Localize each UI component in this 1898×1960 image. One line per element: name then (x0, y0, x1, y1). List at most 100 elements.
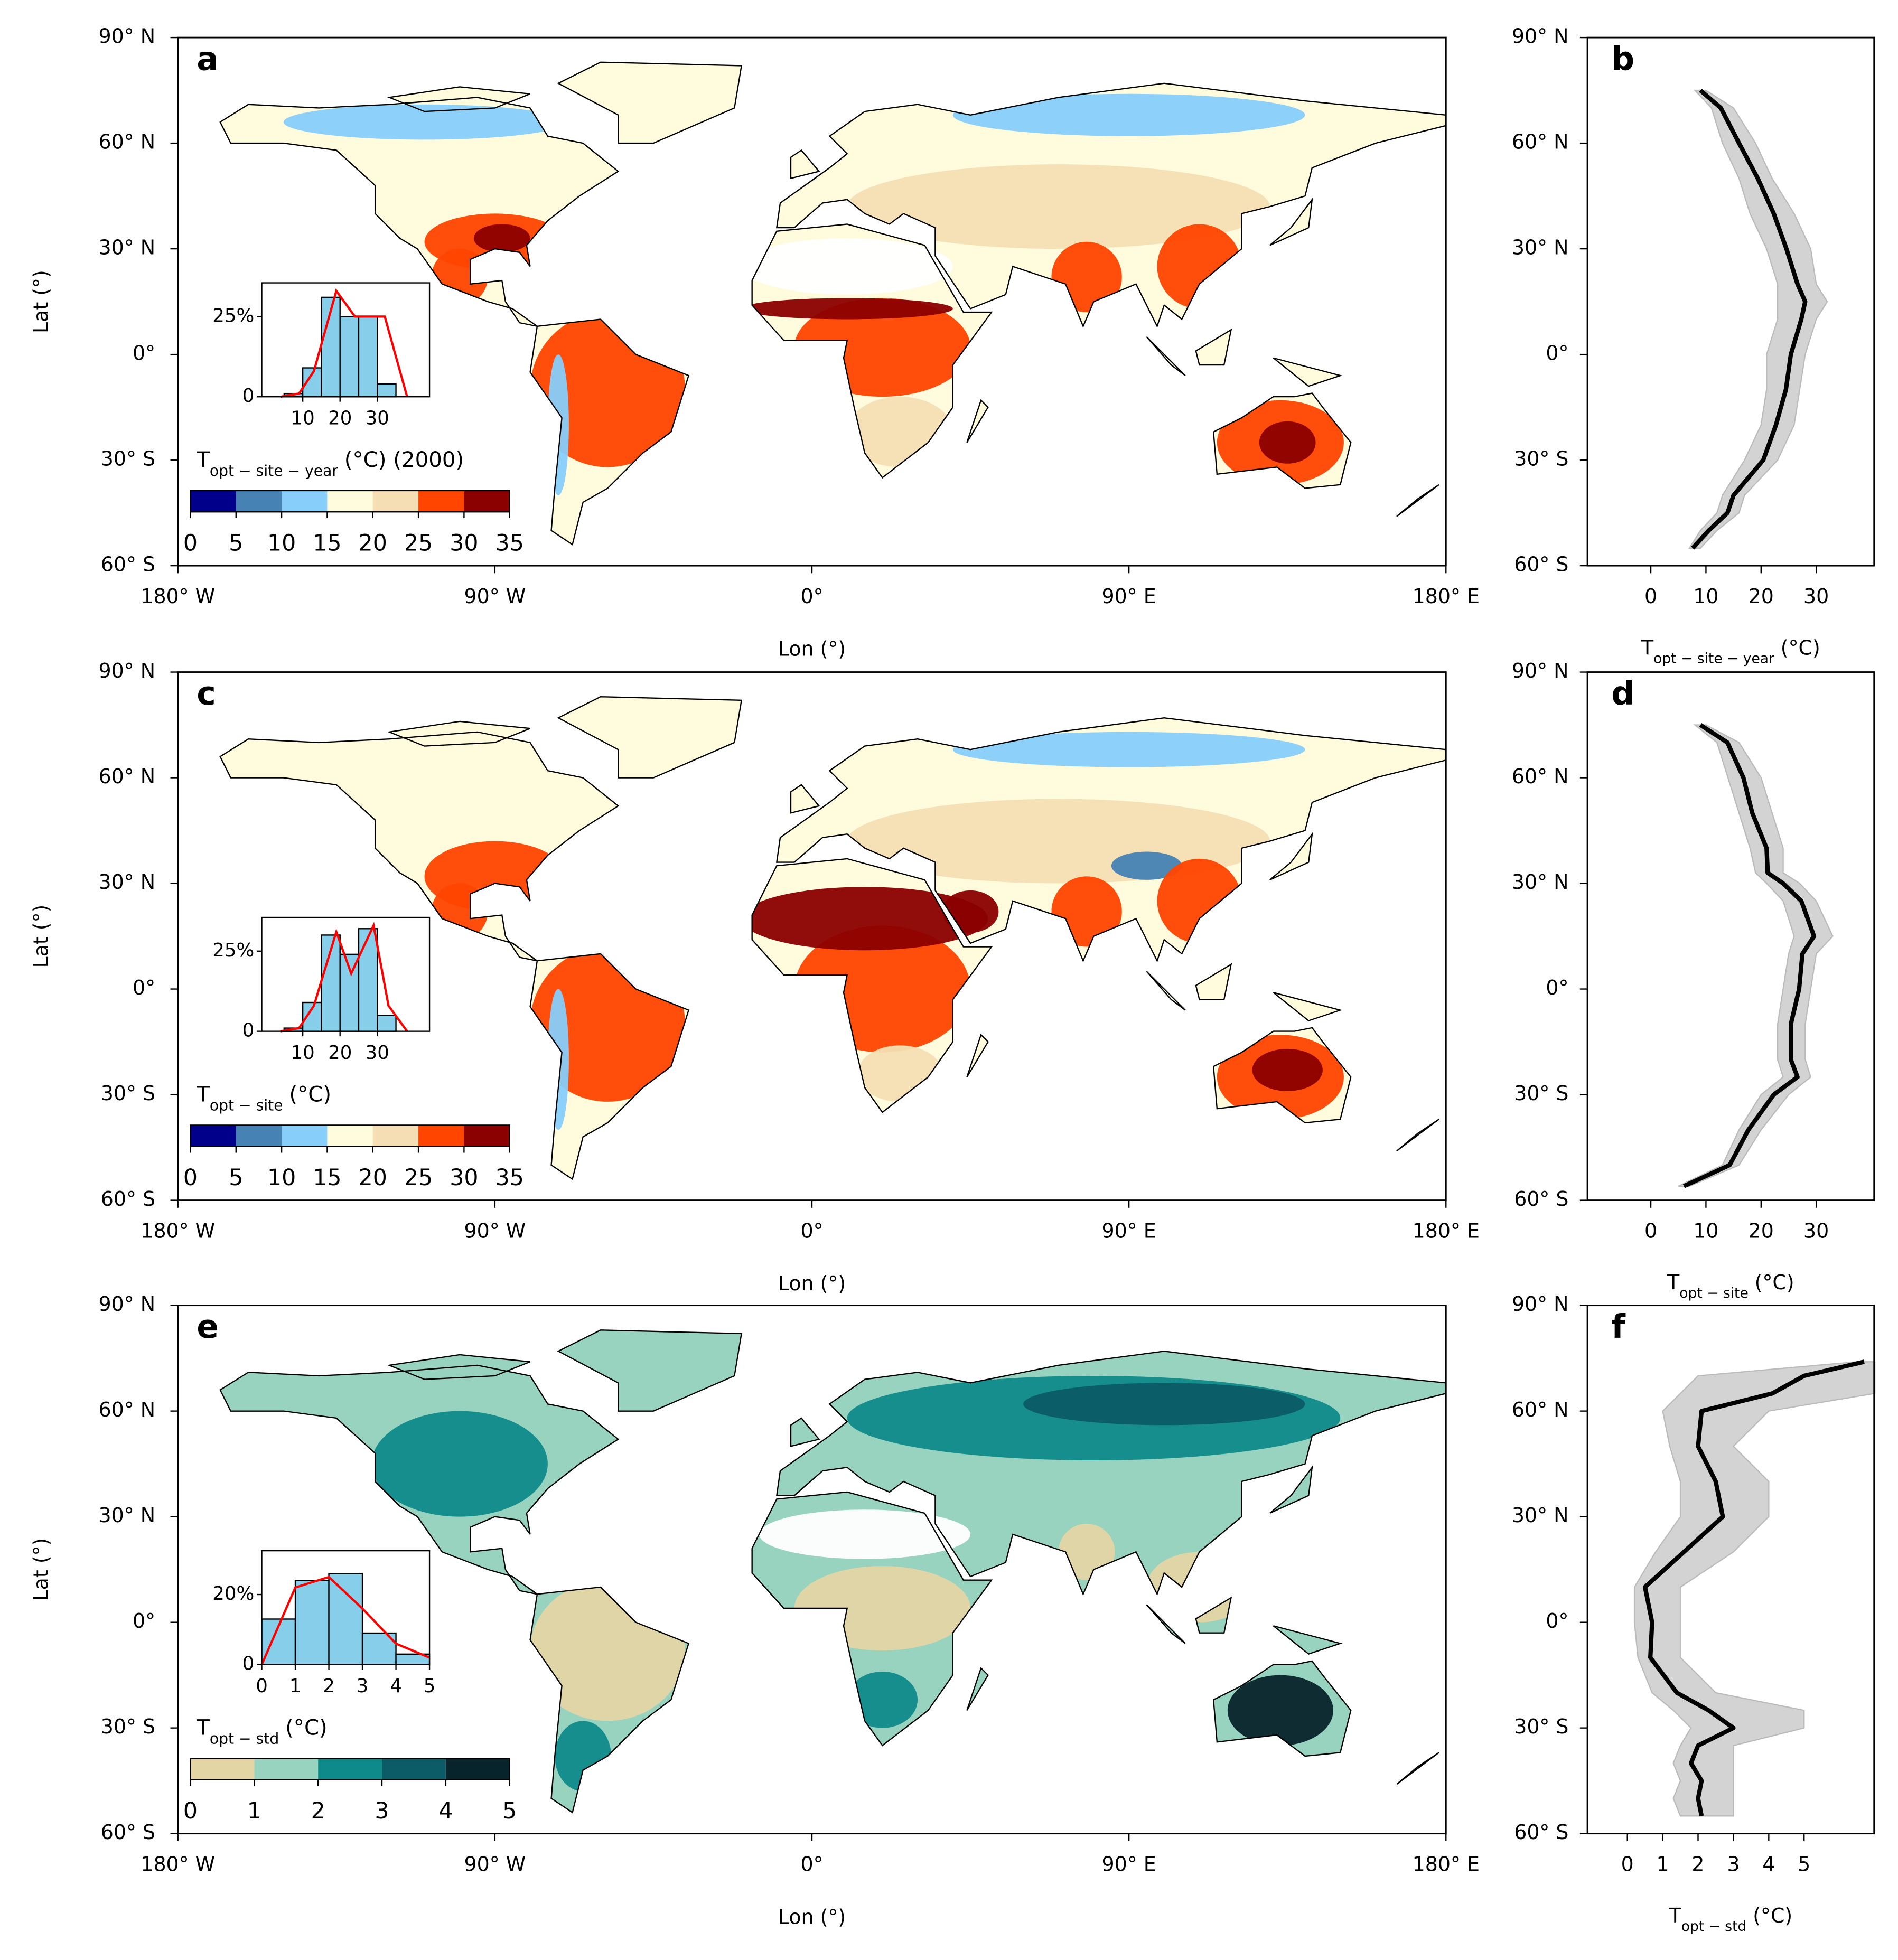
y-tick-label: 60° S (1514, 1821, 1568, 1844)
y-tick-label: 0° (133, 342, 155, 365)
y-tick-label: 60° N (1512, 130, 1569, 154)
histogram-bar (358, 316, 378, 398)
y-tick-label: 90° N (98, 1292, 155, 1316)
axis-label: Topt − std (°C) (196, 1715, 327, 1747)
panel-label: a (197, 40, 219, 78)
land-region (371, 1411, 548, 1517)
label-symbol: T (1669, 1904, 1682, 1927)
colorbar-segment (282, 1125, 328, 1147)
inset-line (280, 288, 408, 398)
coastline (387, 720, 531, 747)
x-tick-label: 180° W (141, 1220, 215, 1243)
y-tick-label: 60° S (101, 1821, 155, 1844)
land-region (847, 164, 1270, 249)
profile-plot (1678, 723, 1834, 1188)
y-tick-label: 0° (133, 976, 155, 999)
colorbar-tick-label: 5 (229, 1165, 243, 1191)
label-subscript: opt − std (210, 1730, 279, 1747)
label-suffix: (°C) (1753, 1904, 1792, 1927)
y-tick-label: 30° N (1512, 870, 1569, 894)
histogram-bar (358, 928, 378, 1032)
colorbar-tick-label: 25 (404, 1165, 433, 1191)
colorbar-tick-label: 20 (359, 1165, 387, 1191)
colorbar-tick-label: 15 (313, 530, 341, 557)
panel-label: f (1611, 1308, 1626, 1346)
x-axis-label: Lon (°) (778, 1272, 846, 1295)
label-symbol: T (196, 1082, 210, 1106)
y-tick-label: 30° S (1514, 1715, 1568, 1738)
land-region (847, 1671, 918, 1728)
coastline (557, 1329, 743, 1412)
colorbar-frame (190, 1124, 510, 1147)
inset-x-tick-label: 4 (390, 1675, 402, 1697)
y-tick-label: 30° S (101, 447, 155, 471)
land-region (741, 298, 953, 320)
colorbar-tick-label: 30 (450, 530, 478, 557)
colorbar-segment (418, 490, 464, 512)
y-tick-label: 30° N (1512, 1504, 1569, 1527)
colorbar-segment (236, 1125, 282, 1147)
y-tick-label: 60° S (1514, 553, 1568, 576)
y-tick-label: 60° S (1514, 1187, 1568, 1211)
y-tick-label: 0° (1546, 1609, 1568, 1633)
x-tick-label: 180° E (1413, 585, 1480, 608)
coastline (751, 1491, 993, 1747)
x-tick-label: 20 (1749, 1220, 1774, 1243)
inset-line (260, 1575, 430, 1665)
axes-frame (1586, 671, 1875, 1201)
x-tick-label: 0° (800, 585, 823, 608)
label-symbol: T (196, 1715, 210, 1740)
y-tick-label: 90° N (98, 25, 155, 48)
colorbar-frame (190, 490, 510, 513)
coastline (219, 731, 620, 962)
coastline (1396, 1752, 1439, 1785)
y-tick-label: 90° N (1512, 1292, 1569, 1316)
x-tick-label: 180° E (1413, 1853, 1480, 1876)
coastline (966, 1667, 989, 1711)
land-region (1227, 1675, 1333, 1746)
coastline (1396, 484, 1439, 517)
y-tick-label: 30° S (101, 1715, 155, 1738)
y-axis-label: Lat (°) (29, 905, 52, 968)
coastline (529, 318, 690, 546)
colorbar-segment (327, 490, 373, 512)
colorbar-segment (464, 490, 510, 512)
label-subscript: opt − site (210, 1096, 283, 1114)
x-tick-label: 10 (1693, 1220, 1718, 1243)
coastline (775, 1351, 1447, 1596)
y-tick-label: 30° S (1514, 1082, 1568, 1105)
y-tick-label: 60° S (101, 553, 155, 576)
colorbar-tick-label: 3 (375, 1798, 389, 1824)
x-tick-label: 5 (1798, 1853, 1810, 1876)
coastline (219, 97, 620, 327)
x-tick-label: 30 (1803, 585, 1829, 608)
y-tick-label: 90° N (1512, 25, 1569, 48)
coastline (1195, 329, 1232, 366)
x-tick-label: 90° E (1102, 585, 1156, 608)
profile-line (1642, 1359, 1865, 1817)
panel-label: b (1611, 40, 1634, 78)
y-axis-label: Lat (°) (29, 1538, 52, 1601)
coastline (1146, 971, 1186, 1011)
coastline (1212, 392, 1352, 489)
coastline (1273, 357, 1343, 387)
coastline (529, 953, 690, 1180)
y-tick-label: 30° N (98, 870, 155, 894)
inset-x-tick-label: 10 (291, 407, 315, 429)
label-subscript: opt − site − year (210, 462, 338, 479)
profile-line (1682, 723, 1817, 1188)
inset-x-tick-label: 2 (323, 1675, 335, 1697)
label-subscript: opt − site (1679, 1284, 1748, 1301)
y-tick-label: 30° N (1512, 236, 1569, 259)
land-region (952, 93, 1305, 136)
inset-frame (261, 1550, 431, 1665)
inset-y-tick-label: 0 (242, 385, 255, 407)
inset-x-tick-label: 1 (289, 1675, 302, 1697)
x-tick-label: 180° W (141, 585, 215, 608)
panel-label: c (197, 674, 216, 712)
y-tick-label: 0° (133, 1609, 155, 1633)
land-region (1252, 1048, 1323, 1091)
panel-label: e (197, 1308, 219, 1346)
axis-label: Topt − std (°C) (1669, 1904, 1793, 1935)
